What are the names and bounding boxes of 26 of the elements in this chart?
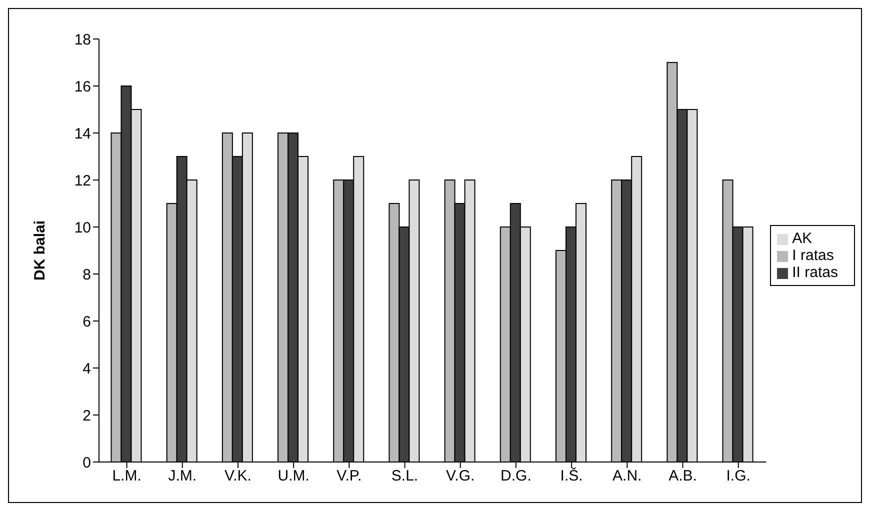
legend-label: II ratas — [792, 264, 838, 281]
x-tick-label: D.G. — [500, 468, 532, 485]
legend-label: AK — [792, 230, 812, 247]
y-tick-label: 4 — [82, 360, 91, 378]
x-tick-label: L.M. — [112, 468, 142, 485]
y-tick-label: 2 — [82, 407, 91, 424]
y-tick-label: 0 — [82, 454, 91, 472]
y-axis-title: DK balai — [31, 220, 48, 281]
y-tick-label: 6 — [82, 313, 91, 330]
x-tick-label: U.M. — [278, 468, 310, 485]
x-tick-label: J.M. — [168, 468, 197, 485]
y-tick-label: 10 — [74, 219, 91, 236]
y-tick-label: 14 — [74, 125, 91, 142]
y-tick-label: 16 — [74, 78, 91, 96]
x-tick-label: V.G. — [446, 468, 475, 485]
x-tick-label: S.L. — [391, 468, 418, 485]
x-tick-label: A.B. — [668, 468, 697, 485]
x-tick-label: I.G. — [726, 468, 750, 485]
x-tick-label: V.P. — [336, 468, 362, 485]
y-tick-label: 18 — [74, 31, 91, 48]
x-tick-label: V.K. — [224, 468, 252, 485]
legend-label: I ratas — [792, 247, 834, 264]
x-tick-label: A.N. — [612, 468, 642, 485]
y-tick-label: 8 — [82, 266, 91, 284]
y-tick-label: 12 — [74, 172, 91, 190]
x-tick-label: I.Š. — [560, 466, 583, 485]
